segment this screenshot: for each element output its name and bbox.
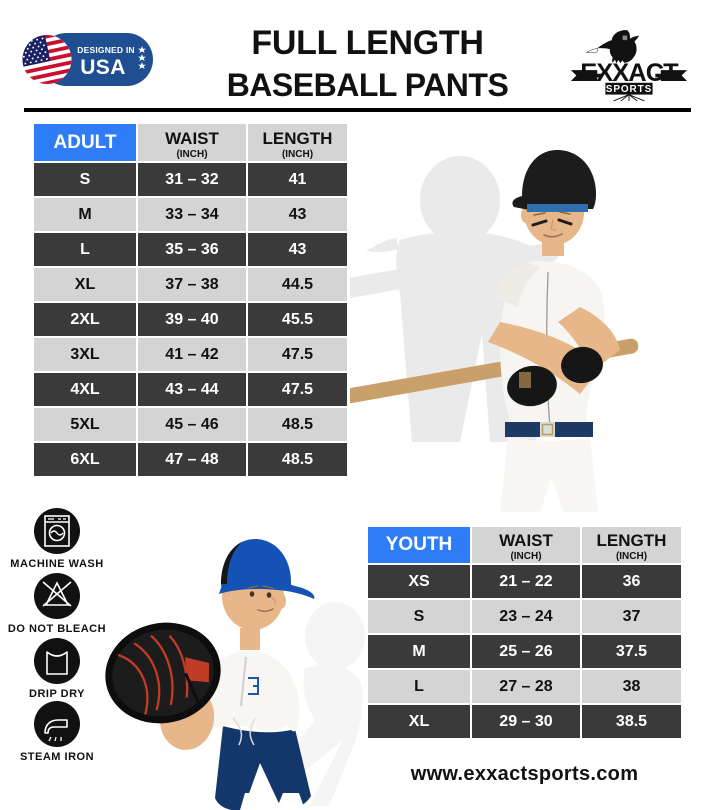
svg-text:SPORTS: SPORTS (606, 84, 652, 95)
svg-text:EXXACT: EXXACT (580, 59, 679, 87)
